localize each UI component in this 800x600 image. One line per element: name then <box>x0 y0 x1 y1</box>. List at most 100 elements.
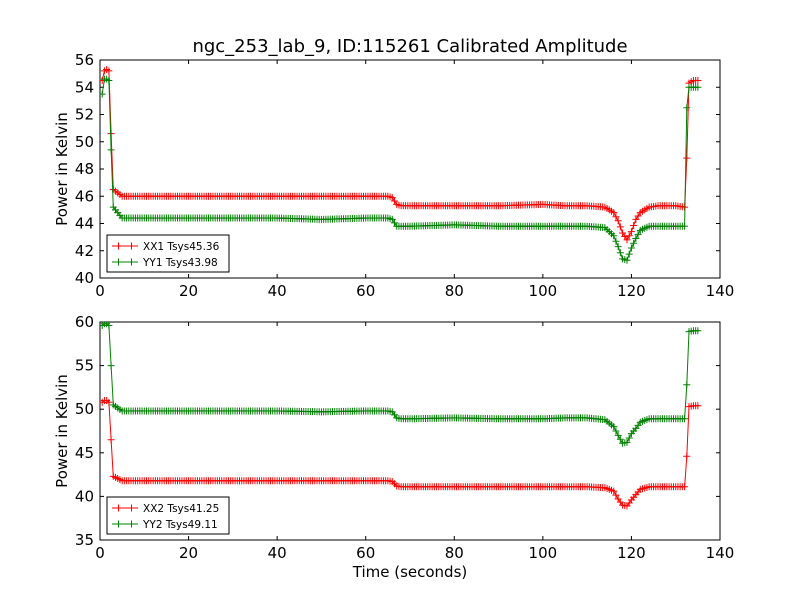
chart-title: ngc_253_lab_9, ID:115261 Calibrated Ampl… <box>192 36 627 57</box>
y-tick-label: 56 <box>75 51 94 69</box>
data-point <box>683 154 691 162</box>
x-tick-label: 120 <box>617 544 646 562</box>
legend: XX1 Tsys45.36 YY1 Tsys43.98 <box>106 234 230 273</box>
x-tick-label: 100 <box>529 544 558 562</box>
data-point <box>683 104 691 112</box>
x-tick-label: 140 <box>706 544 735 562</box>
data-point <box>614 217 622 225</box>
data-point <box>616 223 624 231</box>
data-point <box>107 362 115 370</box>
legend: XX2 Tsys41.25 YY2 Tsys49.11 <box>106 496 230 535</box>
data-point <box>616 249 624 257</box>
legend-label: XX2 Tsys41.25 <box>143 503 219 515</box>
data-point <box>107 146 115 154</box>
data-point <box>634 230 642 238</box>
subplots: 0 20 40 60 80 100 120 140 40 42 44 46 48 50 52 54 56 Powe… <box>53 51 734 581</box>
data-point <box>614 243 622 251</box>
data-point <box>625 250 633 258</box>
data-point <box>610 232 618 240</box>
data-point <box>694 83 702 91</box>
series-2 <box>100 322 702 447</box>
y-tick-label: 52 <box>75 106 94 124</box>
data-point <box>623 438 631 446</box>
y-tick-label: 50 <box>75 400 94 418</box>
data-point <box>107 436 115 444</box>
data-point <box>105 67 113 75</box>
subplot-2: 0 20 40 60 80 100 120 140 35 40 45 50 55 60 Power in K… <box>53 313 734 581</box>
data-point <box>627 228 635 236</box>
data-point <box>610 423 618 431</box>
data-point <box>683 452 691 460</box>
data-point <box>630 239 638 247</box>
data-point <box>623 256 631 264</box>
legend-marker <box>115 258 135 266</box>
data-point <box>681 483 689 491</box>
series-2 <box>100 75 702 264</box>
y-tick-label: 60 <box>75 313 94 331</box>
x-tick-label: 40 <box>268 282 287 300</box>
x-tick-label: 120 <box>617 282 646 300</box>
legend-box <box>106 496 230 535</box>
x-tick-label: 20 <box>179 544 198 562</box>
data-point <box>683 381 691 389</box>
data-point <box>694 402 702 410</box>
data-point <box>681 415 689 423</box>
data-point <box>105 398 113 406</box>
y-axis-label: Power in Kelvin <box>53 374 71 488</box>
x-tick-label: 0 <box>95 544 105 562</box>
data-point <box>625 434 633 442</box>
x-tick-label: 100 <box>529 282 558 300</box>
legend-label: XX1 Tsys45.36 <box>143 241 220 253</box>
data-point <box>630 222 638 230</box>
x-tick-label: 140 <box>706 282 735 300</box>
data-point <box>612 213 620 221</box>
x-axis-label: Time (seconds) <box>352 563 468 581</box>
y-tick-label: 46 <box>75 187 94 205</box>
x-tick-label: 20 <box>179 282 198 300</box>
y-tick-label: 40 <box>75 269 94 287</box>
legend-marker <box>115 520 135 528</box>
data-point <box>610 209 618 217</box>
data-point <box>612 427 620 435</box>
data-point <box>627 244 635 252</box>
data-point <box>623 236 631 244</box>
y-tick-label: 50 <box>75 133 94 151</box>
legend-label: YY1 Tsys43.98 <box>142 257 218 269</box>
legend-label: YY2 Tsys49.11 <box>142 519 218 531</box>
data-point <box>612 237 620 245</box>
y-tick-label: 55 <box>75 357 94 375</box>
y-tick-label: 54 <box>75 78 94 96</box>
data-point <box>694 327 702 335</box>
x-tick-label: 40 <box>268 544 287 562</box>
y-tick-label: 45 <box>75 444 94 462</box>
y-axis-label: Power in Kelvin <box>53 112 71 226</box>
subplot-1: 0 20 40 60 80 100 120 140 40 42 44 46 48 50 52 54 56 Powe… <box>53 51 734 300</box>
y-tick-label: 42 <box>75 242 94 260</box>
data-point <box>625 232 633 240</box>
legend-box <box>106 234 230 273</box>
data-point <box>612 491 620 499</box>
x-tick-label: 80 <box>445 544 464 562</box>
y-tick-label: 35 <box>75 531 94 549</box>
data-point <box>105 76 113 84</box>
y-tick-label: 48 <box>75 160 94 178</box>
y-tick-label: 40 <box>75 487 94 505</box>
data-point <box>632 234 640 242</box>
x-tick-label: 60 <box>356 544 375 562</box>
x-tick-label: 60 <box>356 282 375 300</box>
legend-marker <box>115 242 135 250</box>
data-point <box>616 435 624 443</box>
x-tick-label: 0 <box>95 282 105 300</box>
data-point <box>100 90 106 98</box>
series-1 <box>100 396 702 510</box>
y-tick-label: 44 <box>75 215 94 233</box>
legend-marker <box>115 504 135 512</box>
data-point <box>694 76 702 84</box>
series-1 <box>100 66 702 244</box>
x-tick-label: 80 <box>445 282 464 300</box>
data-point <box>681 222 689 230</box>
data-point <box>105 322 113 329</box>
data-point <box>610 487 618 495</box>
data-point <box>614 431 622 439</box>
